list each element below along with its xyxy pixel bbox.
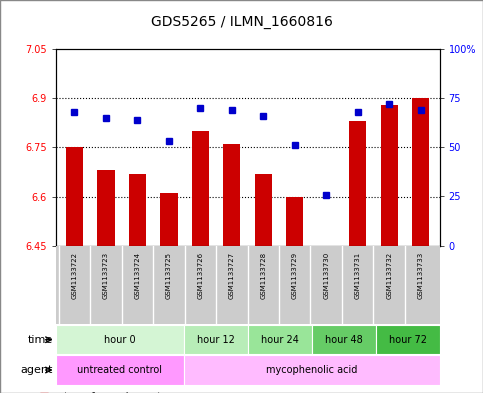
Bar bbox=[312, 325, 376, 354]
Bar bbox=[160, 193, 178, 246]
Bar bbox=[129, 174, 146, 246]
Text: GSM1133723: GSM1133723 bbox=[103, 252, 109, 299]
Bar bbox=[248, 325, 312, 354]
Text: GSM1133725: GSM1133725 bbox=[166, 252, 172, 299]
Bar bbox=[286, 196, 303, 246]
Text: transformed count: transformed count bbox=[64, 392, 161, 393]
Text: GDS5265 / ILMN_1660816: GDS5265 / ILMN_1660816 bbox=[151, 15, 332, 29]
Text: GSM1133733: GSM1133733 bbox=[418, 252, 424, 299]
Bar bbox=[255, 174, 272, 246]
Text: time: time bbox=[28, 335, 53, 345]
Bar bbox=[56, 325, 184, 354]
Text: hour 48: hour 48 bbox=[325, 335, 362, 345]
Text: GSM1133724: GSM1133724 bbox=[134, 252, 141, 299]
Bar bbox=[412, 98, 429, 246]
Bar bbox=[381, 105, 398, 246]
Text: GSM1133731: GSM1133731 bbox=[355, 252, 361, 299]
Text: hour 12: hour 12 bbox=[197, 335, 234, 345]
Text: GSM1133726: GSM1133726 bbox=[198, 252, 203, 299]
Text: hour 72: hour 72 bbox=[388, 335, 426, 345]
Text: hour 24: hour 24 bbox=[261, 335, 298, 345]
Text: GSM1133727: GSM1133727 bbox=[229, 252, 235, 299]
Text: GSM1133732: GSM1133732 bbox=[386, 252, 392, 299]
Text: hour 0: hour 0 bbox=[104, 335, 135, 345]
Text: GSM1133730: GSM1133730 bbox=[323, 252, 329, 299]
Bar bbox=[56, 355, 184, 385]
Bar bbox=[192, 131, 209, 246]
Text: GSM1133722: GSM1133722 bbox=[71, 252, 77, 299]
Text: untreated control: untreated control bbox=[77, 365, 162, 375]
Bar bbox=[56, 246, 440, 324]
Bar bbox=[223, 144, 241, 246]
Text: mycophenolic acid: mycophenolic acid bbox=[266, 365, 357, 375]
Text: agent: agent bbox=[21, 365, 53, 375]
Bar bbox=[66, 147, 83, 246]
Bar bbox=[349, 121, 366, 246]
Text: GSM1133729: GSM1133729 bbox=[292, 252, 298, 299]
Bar bbox=[184, 355, 440, 385]
Bar bbox=[376, 325, 440, 354]
Text: GSM1133728: GSM1133728 bbox=[260, 252, 266, 299]
Bar bbox=[97, 170, 114, 246]
Bar bbox=[184, 325, 248, 354]
